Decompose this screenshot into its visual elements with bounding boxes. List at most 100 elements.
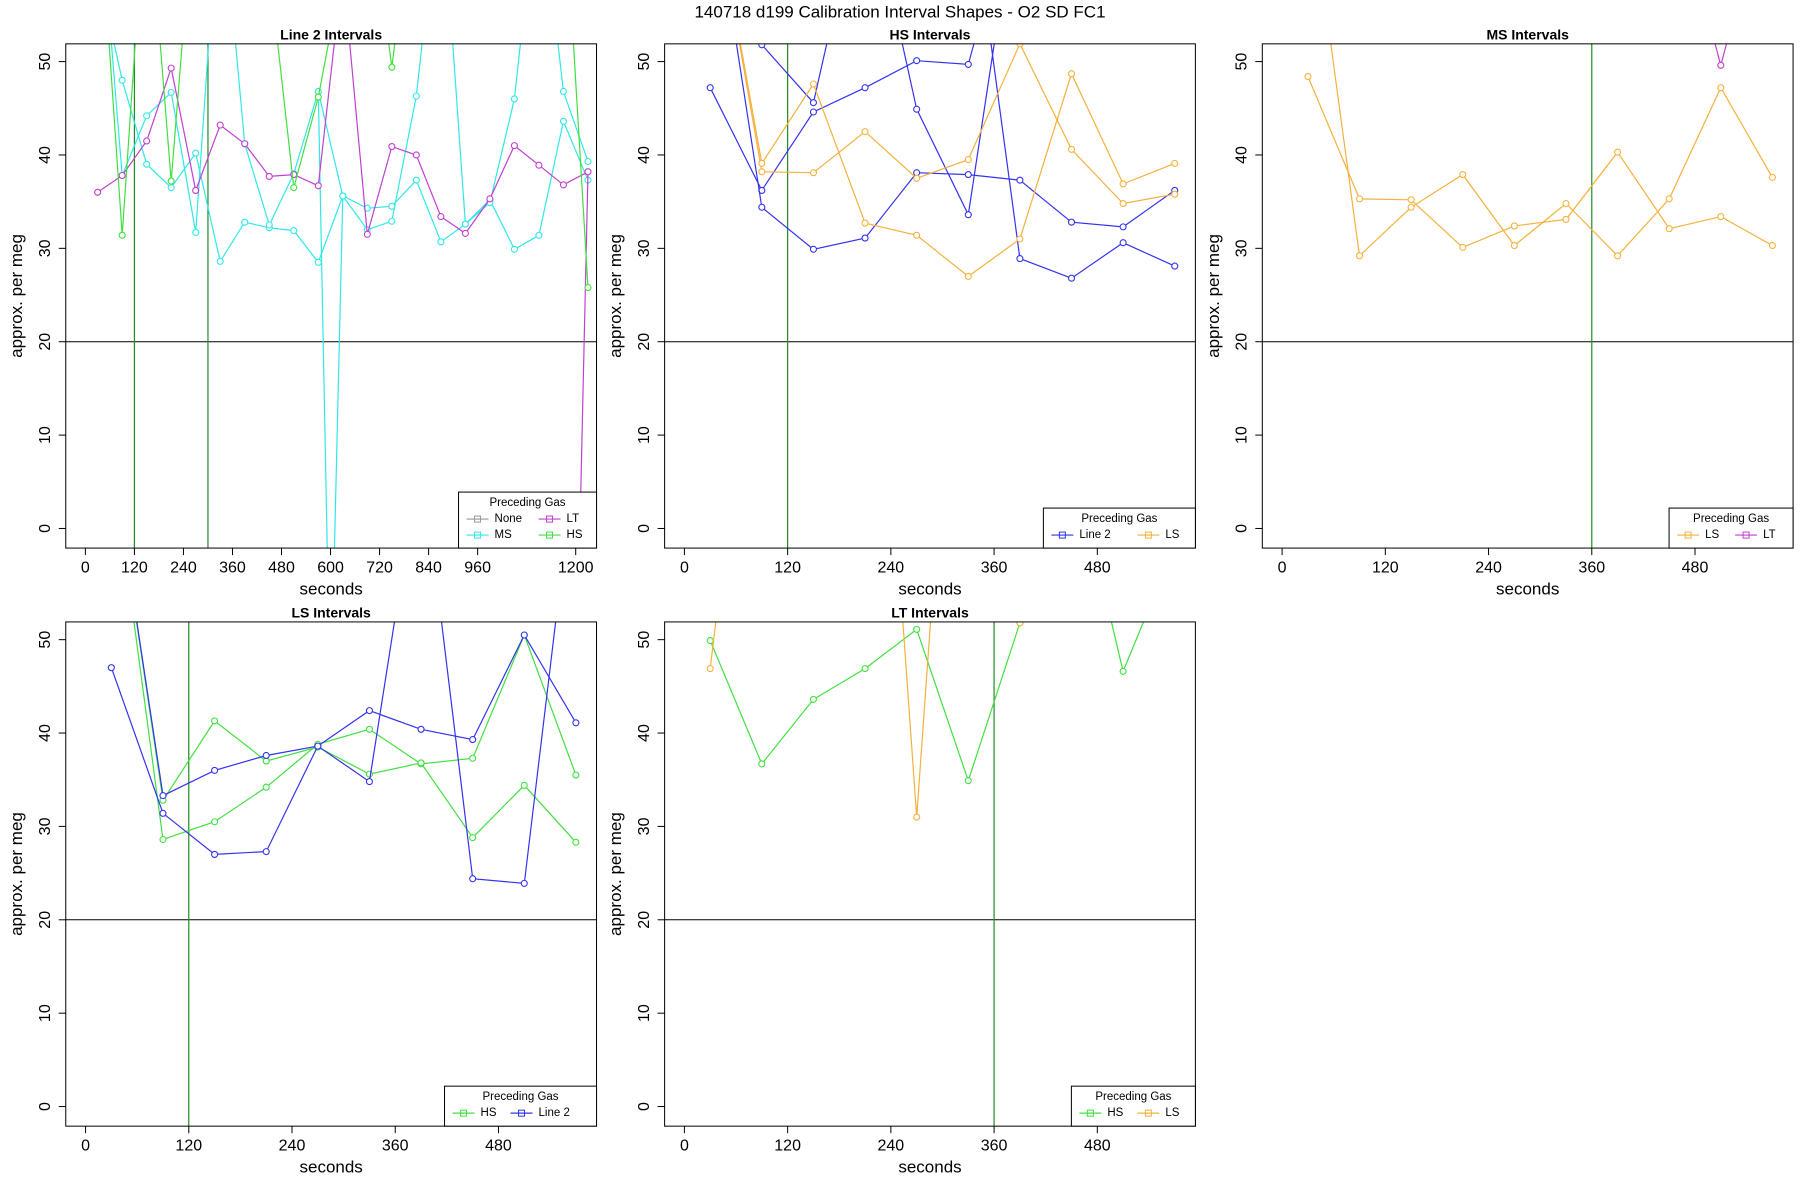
data-point	[861, 219, 869, 227]
x-axis-label: seconds	[299, 580, 362, 599]
data-point	[913, 625, 921, 633]
data-point	[262, 848, 270, 856]
legend-title: Preceding Gas	[1693, 513, 1769, 525]
plot-frame	[664, 621, 1196, 1127]
data-point	[939, 450, 945, 456]
data-point	[167, 88, 175, 96]
data-point	[143, 112, 151, 120]
legend-label: HS	[1107, 1107, 1123, 1119]
data-point	[964, 211, 972, 219]
data-point	[758, 203, 766, 211]
data-point	[290, 227, 298, 235]
legend-symbol	[546, 515, 554, 523]
y-tick-label: 40	[1234, 146, 1251, 164]
data-point	[365, 725, 373, 733]
data-point	[1119, 223, 1127, 231]
data-point	[888, 450, 894, 456]
data-point	[1614, 148, 1622, 156]
data-point	[211, 717, 219, 725]
data-point	[1067, 218, 1076, 226]
panel: LT Intervals seconds approx. per meg 0 120 24…	[606, 450, 1196, 1177]
data-point	[1119, 180, 1127, 188]
legend-symbol	[1742, 531, 1750, 539]
data-point	[1067, 70, 1076, 78]
x-tick-label: 360	[382, 1137, 409, 1154]
data-point	[572, 838, 580, 846]
data-point	[211, 850, 219, 858]
x-tick-label: 360	[981, 1137, 1008, 1154]
series-line	[1714, 43, 1728, 68]
data-point	[469, 754, 477, 762]
series-line	[1019, 621, 1021, 623]
data-point	[510, 95, 518, 103]
data-point	[1665, 195, 1673, 203]
data-point	[1768, 241, 1776, 250]
plot-area	[664, 450, 1196, 1127]
y-axis-label: approx. per meg	[7, 234, 26, 358]
data-point	[437, 213, 445, 221]
data-point	[365, 707, 373, 715]
data-point	[241, 140, 249, 148]
legend-symbol	[1144, 531, 1152, 539]
y-tick-label: 50	[1234, 53, 1251, 71]
series-line	[136, 621, 577, 797]
y-tick-label: 0	[636, 524, 653, 533]
data-point	[733, 450, 739, 456]
data-point	[584, 168, 592, 176]
data-point	[1562, 215, 1570, 223]
series-line	[97, 43, 589, 235]
data-point	[520, 879, 528, 887]
legend-box	[444, 1085, 598, 1127]
series-line	[990, 43, 1175, 279]
y-tick-label: 0	[37, 1102, 54, 1111]
data-point	[1717, 61, 1725, 69]
y-axis-label: approx. per meg	[606, 234, 625, 358]
data-point	[758, 168, 766, 176]
plot-area	[65, 450, 597, 1127]
y-tick-label: 40	[636, 146, 653, 164]
data-point	[706, 637, 714, 645]
data-point	[913, 813, 921, 821]
data-point	[314, 742, 322, 750]
x-tick-label: 240	[878, 559, 905, 576]
x-tick-label: 960	[464, 559, 491, 576]
series-line	[709, 43, 975, 192]
data-point	[314, 182, 322, 190]
y-tick-label: 40	[37, 146, 54, 164]
data-point	[118, 231, 126, 239]
data-point	[809, 245, 817, 253]
data-point	[572, 771, 580, 779]
data-point	[265, 172, 273, 180]
y-tick-label: 10	[1234, 426, 1251, 444]
plot-area	[65, 43, 597, 549]
figure-title: 140718 d199 Calibration Interval Shapes …	[694, 2, 1105, 21]
data-point	[1016, 43, 1024, 48]
x-tick-label: 360	[981, 559, 1008, 576]
panel-title: MS Intervals	[1486, 27, 1569, 43]
data-point	[365, 770, 373, 778]
y-tick-label: 20	[636, 333, 653, 351]
series-line	[108, 43, 589, 288]
legend: Preceding Gas LS LT	[1668, 507, 1794, 549]
data-point	[1069, 450, 1075, 456]
data-point	[573, 450, 579, 456]
data-point	[412, 176, 420, 184]
legend-box	[1042, 507, 1196, 549]
data-point	[964, 272, 972, 280]
data-point	[94, 188, 102, 196]
data-point	[510, 245, 518, 253]
data-point	[559, 117, 567, 125]
legend-label: Line 2	[539, 1107, 570, 1119]
y-tick-label: 0	[1234, 524, 1251, 533]
plot-frame	[65, 621, 598, 1127]
data-point	[192, 186, 200, 194]
y-tick-label: 10	[37, 1004, 54, 1022]
series-line	[738, 43, 1175, 205]
data-point	[314, 93, 322, 101]
data-point	[118, 171, 126, 180]
y-tick-label: 10	[37, 426, 54, 444]
legend-box	[1070, 1085, 1196, 1127]
data-point	[216, 257, 224, 265]
series-line	[709, 621, 1145, 783]
